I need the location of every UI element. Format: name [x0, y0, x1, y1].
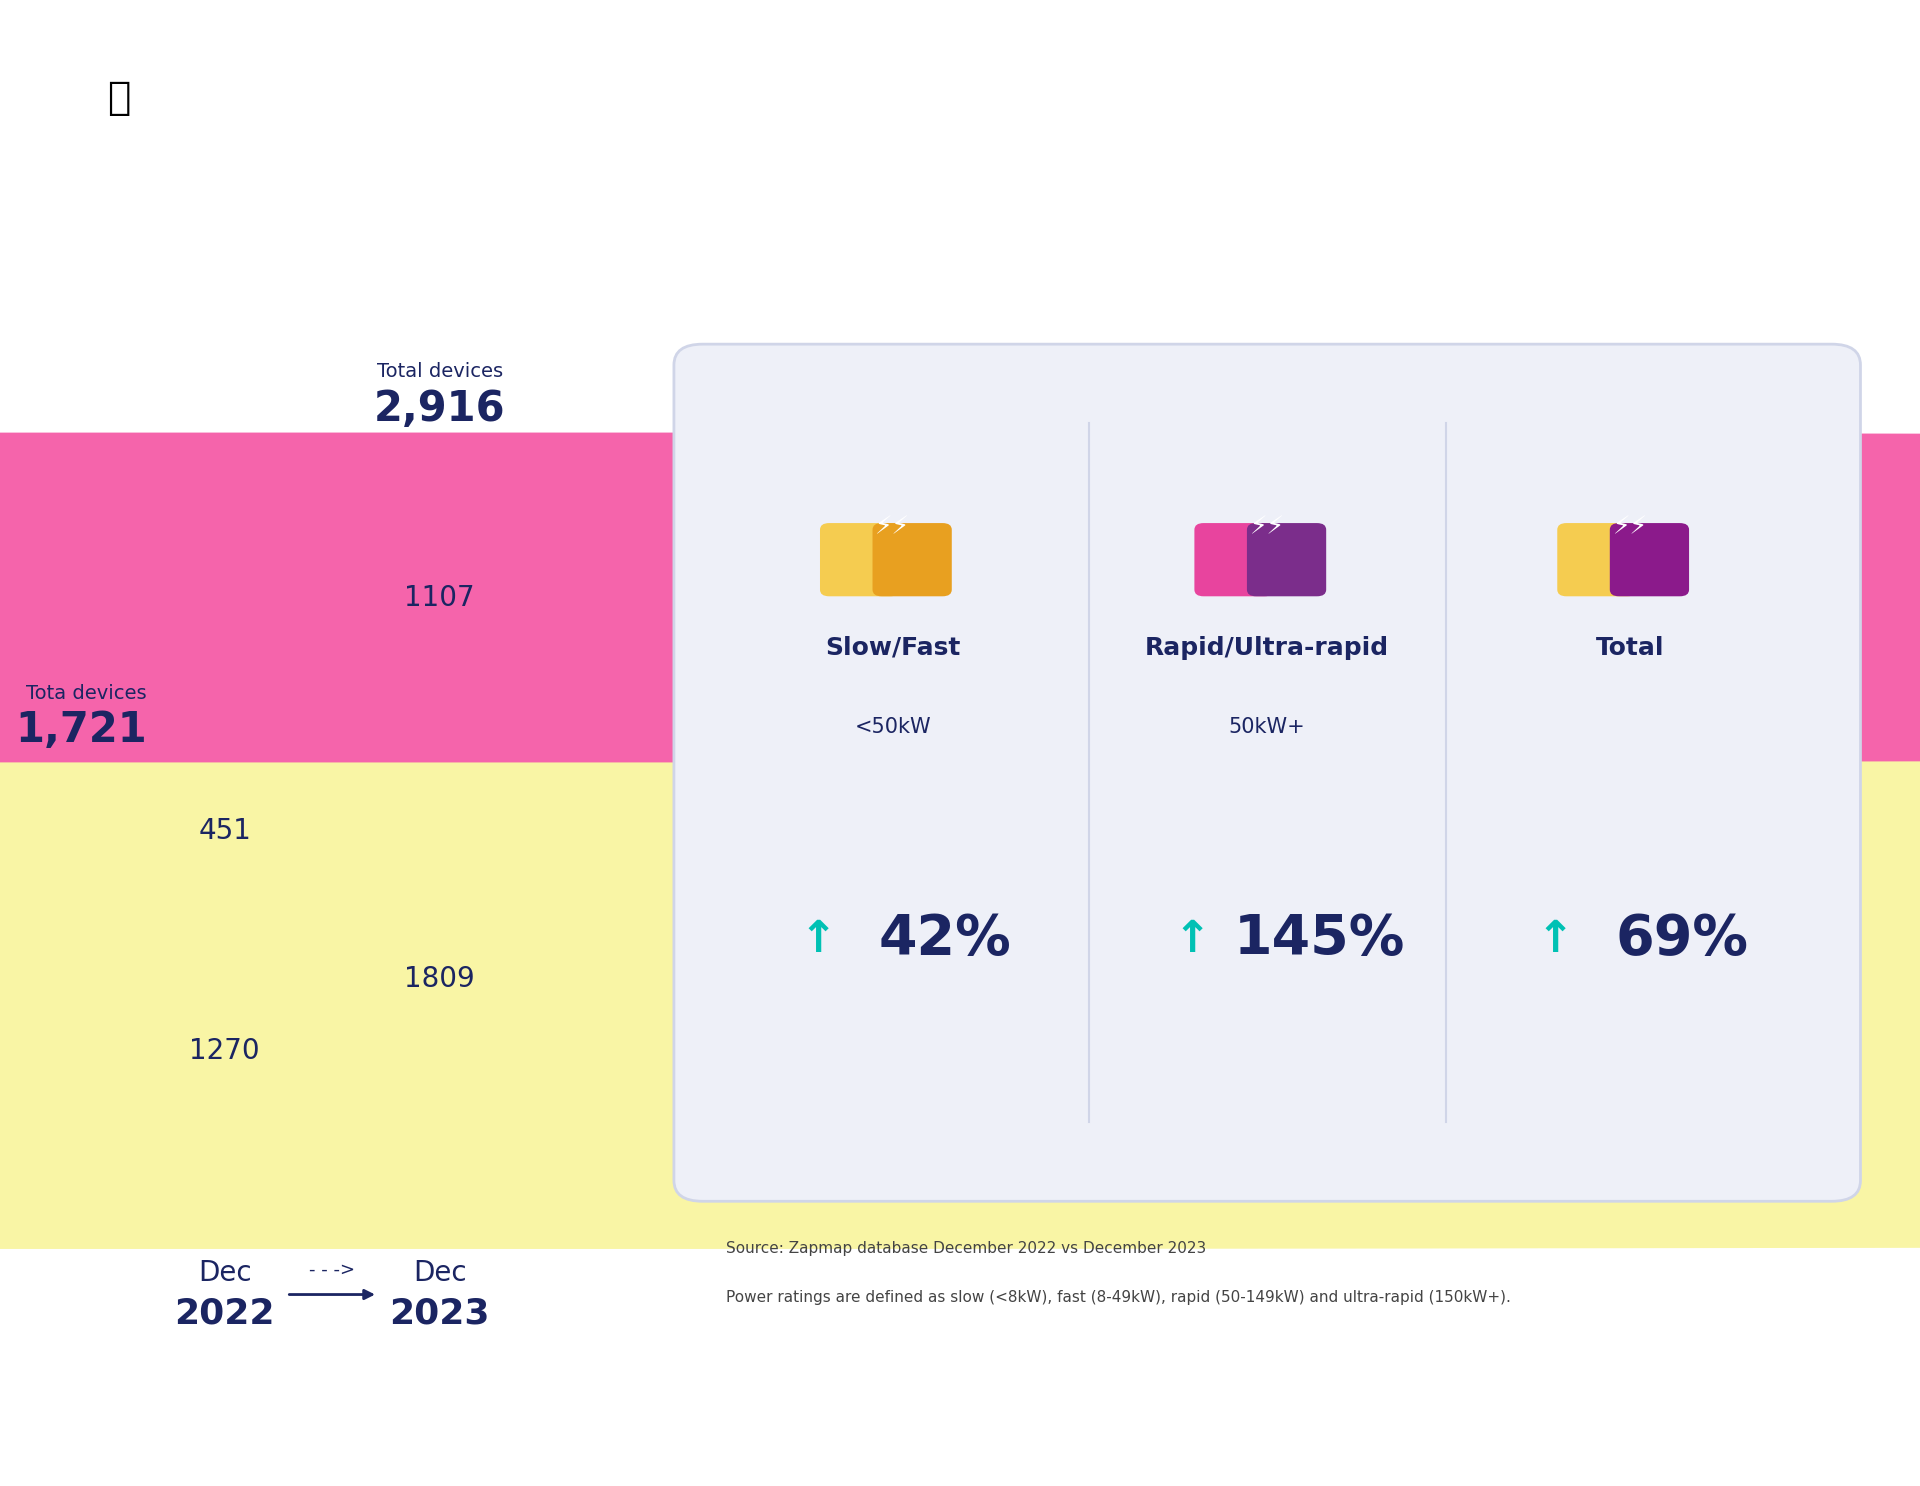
Text: 2,916: 2,916 — [374, 388, 505, 429]
Text: ↑: ↑ — [1536, 918, 1574, 960]
Text: ↑: ↑ — [799, 918, 837, 960]
Text: - - ->: - - -> — [309, 1262, 355, 1279]
Text: ⚡ zapmap: ⚡ zapmap — [1555, 59, 1766, 98]
Circle shape — [0, 19, 887, 177]
Text: December 2022 vs December 2023: December 2022 vs December 2023 — [259, 135, 803, 163]
Text: 2022: 2022 — [175, 1296, 275, 1330]
Text: 1107: 1107 — [405, 584, 474, 612]
Text: Rapid/Ultra-rapid: Rapid/Ultra-rapid — [1144, 636, 1390, 660]
Text: Total devices: Total devices — [376, 363, 503, 382]
Text: I N S I G H T S: I N S I G H T S — [1586, 140, 1736, 158]
Text: 1,721: 1,721 — [15, 709, 146, 750]
FancyBboxPatch shape — [0, 730, 1920, 1248]
Text: ⚡⚡: ⚡⚡ — [1613, 516, 1647, 539]
FancyBboxPatch shape — [0, 432, 1920, 762]
Text: <50kW: <50kW — [854, 716, 931, 737]
Text: ⚡⚡: ⚡⚡ — [876, 516, 910, 539]
FancyBboxPatch shape — [674, 345, 1860, 1201]
Text: 1809: 1809 — [405, 964, 474, 993]
Text: Power ratings are defined as slow (<8kW), fast (8-49kW), rapid (50-149kW) and ul: Power ratings are defined as slow (<8kW)… — [726, 1290, 1511, 1305]
FancyBboxPatch shape — [820, 523, 899, 596]
FancyBboxPatch shape — [1194, 523, 1273, 596]
Text: Tota devices: Tota devices — [27, 684, 146, 703]
Text: 1270: 1270 — [190, 1037, 259, 1065]
Text: Source: Zapmap database December 2022 vs December 2023: Source: Zapmap database December 2022 vs… — [726, 1241, 1206, 1256]
Text: 2023: 2023 — [390, 1296, 490, 1330]
Text: Slow/Fast: Slow/Fast — [826, 636, 960, 660]
FancyBboxPatch shape — [1557, 523, 1636, 596]
FancyBboxPatch shape — [1246, 523, 1327, 596]
Text: Dec: Dec — [198, 1259, 252, 1287]
Text: 145%: 145% — [1233, 912, 1405, 966]
Text: 69%: 69% — [1615, 912, 1749, 966]
Text: 42%: 42% — [877, 912, 1012, 966]
Text: 50kW+: 50kW+ — [1229, 716, 1306, 737]
Text: 🛒: 🛒 — [108, 79, 131, 117]
FancyBboxPatch shape — [0, 875, 1920, 1248]
Text: Total: Total — [1596, 636, 1665, 660]
FancyBboxPatch shape — [1609, 523, 1690, 596]
Text: ↑: ↑ — [1173, 918, 1212, 960]
Text: ⚡⚡: ⚡⚡ — [1250, 516, 1284, 539]
FancyBboxPatch shape — [872, 523, 952, 596]
Text: Growth in EV charging at supermarkets: Growth in EV charging at supermarkets — [259, 45, 1375, 92]
FancyBboxPatch shape — [0, 753, 1920, 908]
Text: Dec: Dec — [413, 1259, 467, 1287]
Text: 451: 451 — [198, 817, 252, 844]
